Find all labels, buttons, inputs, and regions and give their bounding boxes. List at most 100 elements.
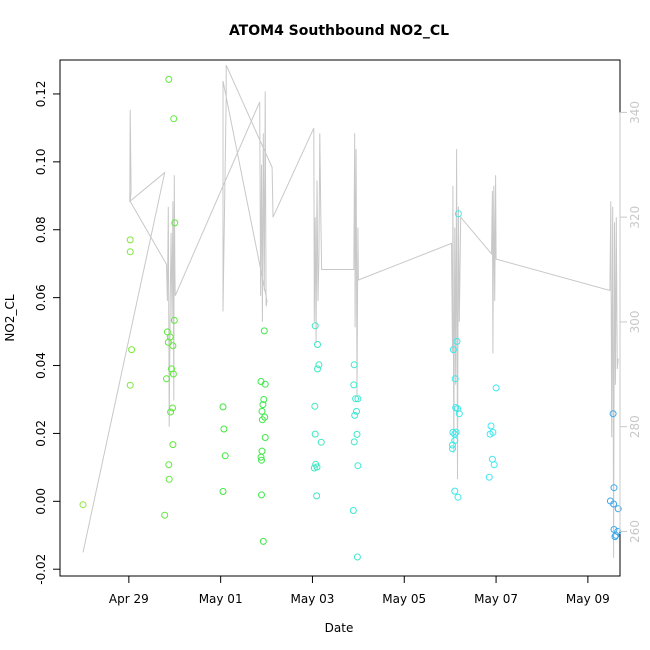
data-point-62 <box>454 210 462 218</box>
data-point-45 <box>311 430 319 438</box>
y-tick-label: 0.04 <box>34 352 48 379</box>
x-tick-label: May 01 <box>199 592 243 606</box>
data-point-55 <box>353 407 360 415</box>
data-point-83 <box>485 473 493 481</box>
data-point-73 <box>449 441 456 449</box>
data-point-59 <box>354 462 362 470</box>
data-point-28 <box>261 380 269 388</box>
data-point-23 <box>220 425 228 433</box>
data-point-74 <box>449 445 456 453</box>
data-point-82 <box>490 461 498 469</box>
data-point-78 <box>487 422 495 430</box>
data-point-54 <box>354 395 362 403</box>
y-tick-label: -0.02 <box>34 554 48 585</box>
y-axis-label: NO2_CL <box>3 294 17 341</box>
data-point-37 <box>258 456 265 464</box>
data-point-75 <box>451 487 459 495</box>
y2-tick-label: 320 <box>628 206 642 229</box>
data-point-60 <box>349 507 357 514</box>
data-point-46 <box>317 438 325 446</box>
data-point-58 <box>350 438 358 446</box>
data-point-69 <box>449 428 457 436</box>
data-point-61 <box>353 553 361 561</box>
y-tick-label: 0.00 <box>34 488 48 515</box>
data-point-56 <box>351 411 359 419</box>
y-tick-label: 0.02 <box>34 420 48 447</box>
data-point-39 <box>259 537 267 545</box>
data-point-11 <box>164 338 172 346</box>
data-point-71 <box>452 428 460 436</box>
data-point-68 <box>455 410 463 418</box>
data-point-53 <box>352 395 360 403</box>
data-point-33 <box>258 416 266 424</box>
data-point-12 <box>169 342 177 350</box>
data-point-36 <box>257 453 265 461</box>
data-point-20 <box>165 475 173 483</box>
data-point-26 <box>260 327 268 335</box>
x-tick-label: May 09 <box>566 592 610 606</box>
data-point-29 <box>260 396 268 403</box>
data-point-15 <box>163 375 170 383</box>
data-point-5 <box>165 75 173 83</box>
secondary-line-series <box>82 64 619 558</box>
y2-tick-label: 340 <box>628 101 642 124</box>
y-axis-right: 260 280 300 320 340 <box>619 101 642 543</box>
data-point-57 <box>353 430 361 438</box>
data-point-80 <box>486 430 494 438</box>
plot-frame <box>59 59 621 577</box>
y2-tick-label: 280 <box>628 415 642 438</box>
data-point-44 <box>311 402 319 410</box>
x-tick-label: May 07 <box>474 592 518 606</box>
data-point-0 <box>79 501 87 509</box>
data-point-84 <box>609 410 617 418</box>
data-point-34 <box>261 434 269 441</box>
data-point-76 <box>454 493 462 501</box>
y-tick-label: 0.10 <box>34 148 48 175</box>
data-point-7 <box>171 219 179 227</box>
data-point-22 <box>219 403 227 411</box>
data-point-19 <box>165 461 173 469</box>
data-point-43 <box>314 365 321 373</box>
data-point-91 <box>612 531 620 539</box>
y-tick-label: 0.06 <box>34 284 48 311</box>
y2-tick-label: 300 <box>628 310 642 333</box>
x-tick-label: Apr 29 <box>109 592 149 606</box>
secondary-series-line <box>82 64 619 558</box>
data-point-4 <box>126 381 134 389</box>
y-axis-left: -0.02 0.00 0.02 0.04 0.06 0.08 0.10 0.12 <box>34 81 61 585</box>
data-point-65 <box>451 375 459 383</box>
data-point-41 <box>314 341 321 348</box>
data-point-1 <box>126 236 134 244</box>
data-point-40 <box>311 322 319 330</box>
data-point-2 <box>126 248 134 256</box>
data-point-21 <box>161 511 169 519</box>
data-point-52 <box>350 381 358 389</box>
y-tick-label: 0.12 <box>34 81 48 108</box>
data-point-63 <box>453 337 461 345</box>
x-axis: Apr 29 May 01 May 03 May 05 May 07 May 09 <box>109 575 610 606</box>
data-point-77 <box>492 384 500 392</box>
data-point-50 <box>313 492 321 500</box>
x-tick-label: May 05 <box>382 592 426 606</box>
data-point-18 <box>169 441 177 449</box>
data-point-3 <box>128 346 136 354</box>
no2-point-series <box>79 75 622 561</box>
chart-title: ATOM4 Southbound NO2_CL <box>229 23 449 39</box>
data-point-42 <box>315 361 323 369</box>
data-point-14 <box>169 370 177 378</box>
data-point-51 <box>350 361 358 369</box>
data-point-25 <box>219 488 227 495</box>
data-point-16 <box>169 404 176 412</box>
data-point-87 <box>610 500 618 508</box>
data-point-24 <box>221 452 229 460</box>
data-point-8 <box>170 316 178 324</box>
data-point-92 <box>611 533 619 541</box>
x-tick-label: May 03 <box>291 592 335 606</box>
x-axis-label: Date <box>325 621 354 635</box>
data-point-17 <box>167 408 175 416</box>
data-point-49 <box>313 463 321 471</box>
data-point-30 <box>259 401 267 409</box>
data-point-6 <box>170 115 178 123</box>
y-tick-label: 0.08 <box>34 216 48 243</box>
